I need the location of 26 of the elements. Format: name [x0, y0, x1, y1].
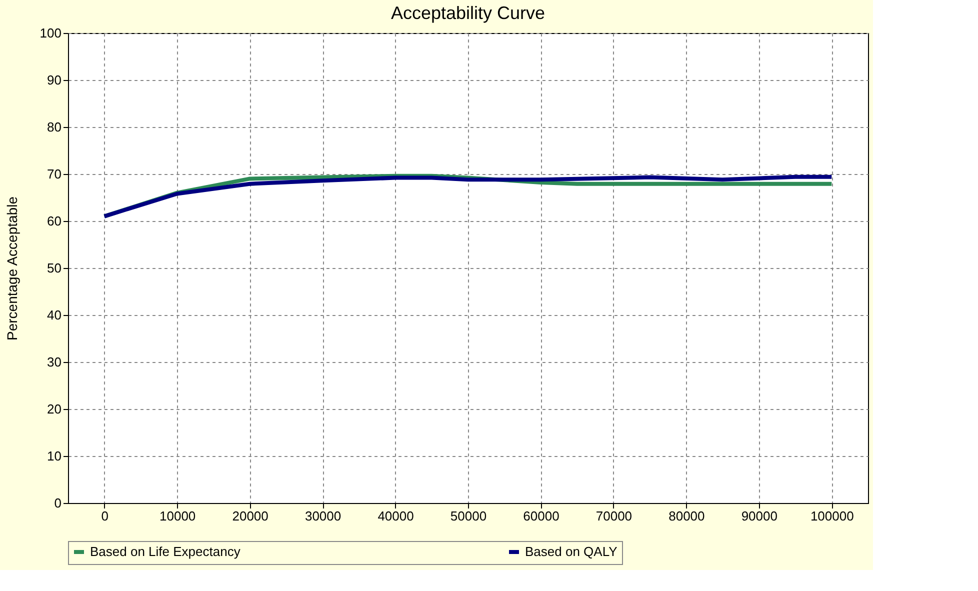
- x-tick-label: 50000: [450, 508, 487, 524]
- y-tick-label: 40: [47, 308, 62, 322]
- x-tick-label: 30000: [304, 508, 342, 524]
- x-tick-label: 60000: [523, 508, 560, 524]
- x-tick-label: 20000: [232, 508, 268, 524]
- x-tick-label: 10000: [160, 508, 196, 524]
- y-tick-label: 50: [47, 260, 62, 276]
- y-tick-label: 70: [47, 166, 62, 182]
- y-tick-label: 100: [40, 26, 62, 40]
- y-tick-label: 20: [47, 402, 62, 416]
- y-tick-label: 80: [47, 120, 62, 134]
- y-tick-label: 0: [54, 496, 62, 510]
- y-tick-label: 60: [47, 214, 62, 228]
- x-tick-label: 80000: [668, 508, 705, 524]
- y-tick-label: 30: [47, 354, 62, 370]
- x-tick-label: 40000: [378, 508, 414, 524]
- legend-label: Based on QALY: [525, 544, 618, 559]
- x-tick-label: 0: [101, 508, 108, 524]
- y-axis-title: Percentage Acceptable: [4, 196, 20, 340]
- x-tick-label: 70000: [596, 508, 632, 524]
- y-tick-label: 10: [47, 448, 62, 464]
- legend-label: Based on Life Expectancy: [90, 544, 241, 559]
- x-tick-label: 90000: [741, 508, 778, 524]
- y-tick-label: 90: [47, 72, 62, 88]
- chart-title: Acceptability Curve: [390, 3, 546, 23]
- x-tick-label: 100000: [810, 508, 854, 524]
